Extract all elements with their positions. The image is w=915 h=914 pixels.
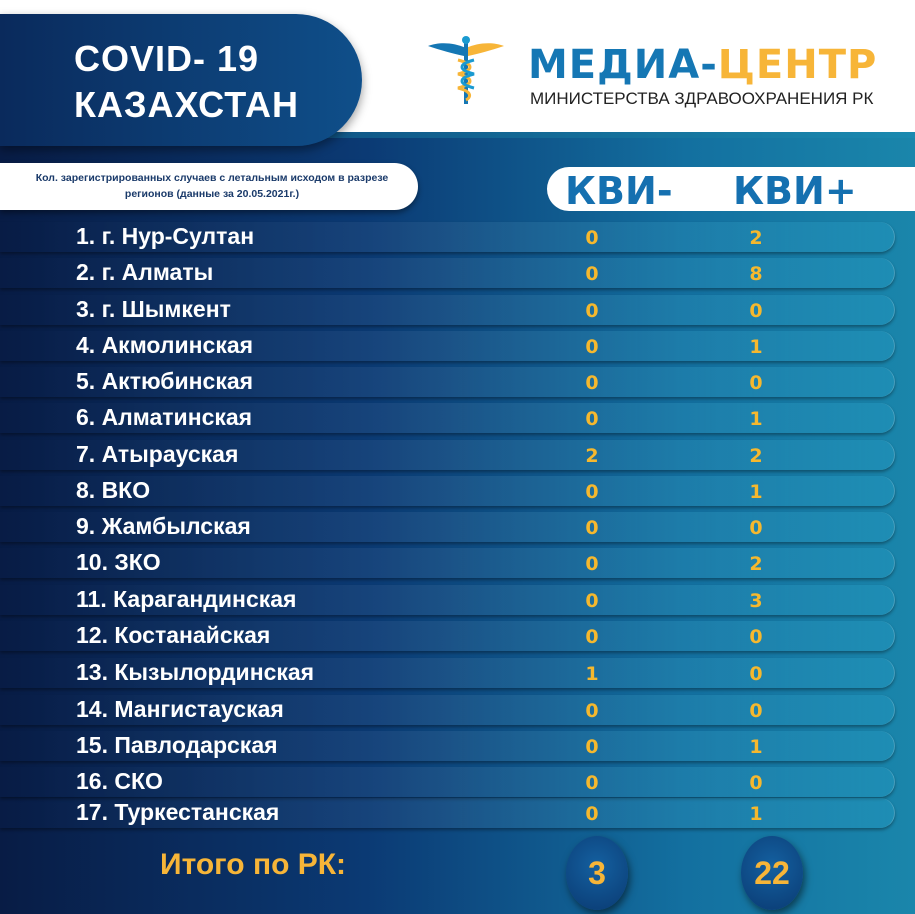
title-line-2: КАЗАХСТАН	[74, 84, 299, 125]
region-name: 12. Костанайская	[76, 622, 271, 648]
region-name: 10. ЗКО	[76, 549, 161, 575]
kvi-neg-value: 0	[585, 626, 599, 648]
column-header-kvi-pos: КВИ+	[733, 169, 857, 213]
kvi-neg-value: 0	[585, 736, 599, 758]
kvi-neg-value: 1	[585, 663, 599, 685]
table-row: 8. ВКО 0 1	[0, 476, 895, 506]
kvi-pos-value: 0	[749, 626, 763, 648]
kvi-pos-value: 1	[749, 481, 763, 503]
table-row: 11. Карагандинская 0 3	[0, 585, 895, 615]
region-name: 11. Карагандинская	[76, 586, 297, 612]
kvi-neg-value: 2	[585, 445, 599, 467]
table-row: 6. Алматинская 0 1	[0, 403, 895, 433]
kvi-pos-value: 1	[749, 803, 763, 825]
kvi-neg-value: 0	[585, 372, 599, 394]
kvi-pos-value: 0	[749, 663, 763, 685]
region-name: 2. г. Алматы	[76, 259, 214, 285]
kvi-neg-value: 0	[585, 336, 599, 358]
kvi-neg-value: 0	[585, 772, 599, 794]
kvi-neg-value: 0	[585, 227, 599, 249]
kvi-neg-value: 0	[585, 408, 599, 430]
table-row: 10. ЗКО 0 2	[0, 548, 895, 578]
kvi-pos-value: 1	[749, 336, 763, 358]
total-label: Итого по РК:	[160, 848, 347, 881]
table-row: 16. СКО 0 0	[0, 767, 895, 797]
kvi-neg-value: 0	[585, 590, 599, 612]
kvi-pos-value: 0	[749, 700, 763, 722]
region-name: 8. ВКО	[76, 477, 151, 503]
kvi-neg-value: 0	[585, 300, 599, 322]
region-name: 9. Жамбылская	[76, 513, 251, 539]
region-name: 17. Туркестанская	[76, 799, 280, 825]
kvi-neg-value: 0	[585, 481, 599, 503]
kvi-pos-value: 0	[749, 300, 763, 322]
caduceus-icon	[428, 36, 504, 104]
kvi-pos-value: 1	[749, 736, 763, 758]
region-name: 15. Павлодарская	[76, 732, 278, 758]
logo-part-b: ЦЕНТР	[717, 42, 878, 88]
region-name: 13. Кызылординская	[76, 659, 315, 685]
kvi-neg-value: 0	[585, 700, 599, 722]
region-name: 6. Алматинская	[76, 404, 253, 430]
table-caption: Кол. зарегистрированных случаев с леталь…	[0, 163, 418, 210]
kvi-pos-value: 3	[749, 590, 763, 612]
kvi-neg-value: 0	[585, 553, 599, 575]
table-row: 5. Актюбинская 0 0	[0, 367, 895, 397]
kvi-neg-value: 0	[585, 803, 599, 825]
region-name: 5. Актюбинская	[76, 368, 254, 394]
column-headers: КВИ- КВИ+	[547, 167, 915, 213]
page-title: COVID- 19 КАЗАХСТАН	[0, 14, 362, 146]
kvi-pos-value: 2	[749, 553, 763, 575]
table-row: 4. Акмолинская 0 1	[0, 331, 895, 361]
table-row: 14. Мангистауская 0 0	[0, 695, 895, 725]
table-row: 17. Туркестанская 0 1	[0, 798, 895, 828]
region-name: 3. г. Шымкент	[76, 296, 231, 322]
region-name: 1. г. Нур-Султан	[76, 223, 255, 249]
column-header-kvi-neg: КВИ-	[565, 169, 673, 213]
table-row: 3. г. Шымкент 0 0	[0, 295, 895, 325]
region-name: 7. Атырауская	[76, 441, 239, 467]
region-name: 14. Мангистауская	[76, 696, 284, 722]
logo-text: МЕДИА-ЦЕНТР	[528, 42, 877, 88]
logo-part-a: МЕДИА-	[528, 42, 718, 88]
kvi-pos-value: 0	[749, 372, 763, 394]
kvi-pos-value: 0	[749, 517, 763, 539]
table-row: 7. Атырауская 2 2	[0, 440, 895, 470]
kvi-pos-value: 2	[749, 445, 763, 467]
region-name: 16. СКО	[76, 768, 163, 794]
kvi-neg-value: 0	[585, 263, 599, 285]
total-kvi-pos: 22	[741, 836, 803, 910]
kvi-pos-value: 2	[749, 227, 763, 249]
table-row: 1. г. Нур-Султан 0 2	[0, 222, 895, 252]
region-name: 4. Акмолинская	[76, 332, 254, 358]
table-row: 9. Жамбылская 0 0	[0, 512, 895, 542]
kvi-neg-value: 0	[585, 517, 599, 539]
total-kvi-neg: 3	[566, 836, 628, 910]
table-row: 13. Кызылординская 1 0	[0, 658, 895, 688]
kvi-pos-value: 0	[749, 772, 763, 794]
kvi-pos-value: 8	[749, 263, 763, 285]
table-row: 15. Павлодарская 0 1	[0, 731, 895, 761]
table-row: 2. г. Алматы 0 8	[0, 258, 895, 288]
kvi-pos-value: 1	[749, 408, 763, 430]
logo-subtitle: МИНИСТЕРСТВА ЗДРАВООХРАНЕНИЯ РК	[530, 89, 874, 108]
table-row: 12. Костанайская 0 0	[0, 621, 895, 651]
title-line-1: COVID- 19	[74, 38, 260, 79]
divider	[0, 132, 915, 138]
